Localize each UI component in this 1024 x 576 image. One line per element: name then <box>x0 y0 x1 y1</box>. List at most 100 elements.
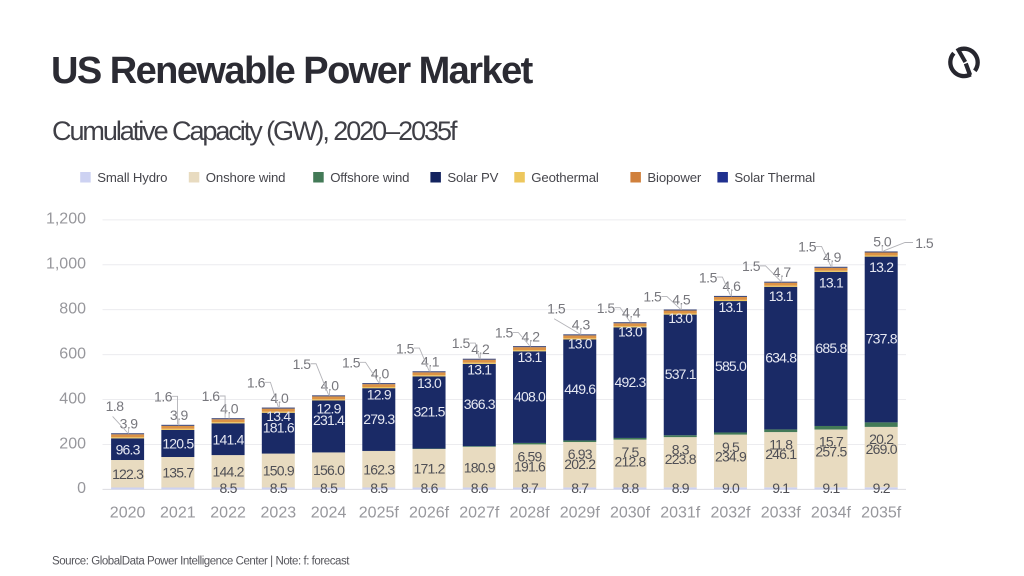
svg-text:9.1: 9.1 <box>822 480 840 496</box>
svg-text:408.0: 408.0 <box>514 388 546 404</box>
svg-text:15.7: 15.7 <box>819 434 844 450</box>
svg-text:12.9: 12.9 <box>367 386 392 402</box>
svg-text:8.9: 8.9 <box>672 480 690 496</box>
svg-text:8.3: 8.3 <box>672 441 690 457</box>
svg-text:2033f: 2033f <box>761 504 802 521</box>
svg-text:200: 200 <box>59 435 86 452</box>
svg-text:9.2: 9.2 <box>873 480 891 496</box>
svg-text:366.3: 366.3 <box>464 396 496 412</box>
svg-text:1.6: 1.6 <box>154 389 173 405</box>
svg-text:5.0: 5.0 <box>873 234 892 250</box>
svg-text:1,000: 1,000 <box>46 256 86 273</box>
svg-text:120.5: 120.5 <box>162 436 194 452</box>
svg-text:2031f: 2031f <box>660 504 701 521</box>
svg-text:1.5: 1.5 <box>396 340 415 356</box>
svg-text:1.5: 1.5 <box>342 355 361 371</box>
svg-text:2023: 2023 <box>261 504 297 521</box>
svg-text:122.3: 122.3 <box>112 466 144 482</box>
svg-text:181.6: 181.6 <box>263 419 295 435</box>
svg-text:2030f: 2030f <box>610 504 651 521</box>
svg-text:231.4: 231.4 <box>313 412 345 428</box>
svg-text:13.0: 13.0 <box>618 323 643 339</box>
svg-text:685.8: 685.8 <box>815 340 847 356</box>
svg-text:4.5: 4.5 <box>672 292 691 308</box>
svg-text:269.0: 269.0 <box>866 441 898 457</box>
svg-text:Solar PV: Solar PV <box>447 170 498 185</box>
svg-text:13.4: 13.4 <box>266 408 291 424</box>
svg-text:191.6: 191.6 <box>514 458 546 474</box>
svg-text:8.5: 8.5 <box>270 480 288 496</box>
svg-text:537.1: 537.1 <box>665 366 697 382</box>
svg-text:13.2: 13.2 <box>869 259 894 275</box>
svg-text:1,200: 1,200 <box>46 211 86 228</box>
svg-text:1.5: 1.5 <box>699 269 718 285</box>
svg-text:2026f: 2026f <box>409 504 450 521</box>
svg-text:0: 0 <box>77 480 86 497</box>
svg-text:20.2: 20.2 <box>869 431 894 447</box>
svg-text:Biopower: Biopower <box>647 170 702 185</box>
svg-text:8.5: 8.5 <box>220 480 238 496</box>
svg-text:257.5: 257.5 <box>815 444 847 460</box>
svg-text:4.6: 4.6 <box>722 278 741 294</box>
svg-text:9.1: 9.1 <box>772 480 790 496</box>
svg-text:2032f: 2032f <box>710 504 751 521</box>
svg-text:2028f: 2028f <box>509 504 550 521</box>
svg-text:Source: GlobalData Power Intel: Source: GlobalData Power Intelligence Ce… <box>52 556 350 568</box>
svg-text:162.3: 162.3 <box>363 461 395 477</box>
svg-text:737.8: 737.8 <box>866 331 898 347</box>
svg-text:135.7: 135.7 <box>162 464 194 480</box>
svg-text:13.1: 13.1 <box>769 288 794 304</box>
svg-text:1.5: 1.5 <box>798 239 817 255</box>
svg-text:3.9: 3.9 <box>120 415 139 431</box>
svg-text:2029f: 2029f <box>560 504 601 521</box>
svg-text:12.9: 12.9 <box>317 401 342 417</box>
svg-text:4.0: 4.0 <box>270 390 289 406</box>
svg-text:8.5: 8.5 <box>370 480 388 496</box>
svg-text:8.8: 8.8 <box>621 480 639 496</box>
svg-text:1.8: 1.8 <box>106 398 125 414</box>
svg-text:2021: 2021 <box>160 504 196 521</box>
svg-text:1.5: 1.5 <box>742 258 761 274</box>
svg-text:212.8: 212.8 <box>614 454 646 470</box>
svg-text:8.6: 8.6 <box>421 480 439 496</box>
svg-text:13.1: 13.1 <box>819 274 844 290</box>
svg-text:223.8: 223.8 <box>665 451 697 467</box>
svg-text:8.7: 8.7 <box>521 480 539 496</box>
svg-text:Cumulative Capacity (GW), 2020: Cumulative Capacity (GW), 2020–2035f <box>52 116 458 146</box>
svg-text:9.0: 9.0 <box>722 480 740 496</box>
svg-text:1.5: 1.5 <box>452 335 471 351</box>
svg-text:9.5: 9.5 <box>722 439 740 455</box>
svg-text:2020: 2020 <box>110 504 146 521</box>
svg-text:13.1: 13.1 <box>517 349 542 365</box>
svg-text:1.6: 1.6 <box>202 388 221 404</box>
svg-text:Geothermal: Geothermal <box>531 170 599 185</box>
svg-text:7.5: 7.5 <box>621 444 639 460</box>
svg-text:6.59: 6.59 <box>517 449 542 465</box>
svg-text:1.5: 1.5 <box>293 356 312 372</box>
svg-text:4.1: 4.1 <box>421 353 440 369</box>
svg-text:2035f: 2035f <box>861 504 902 521</box>
svg-text:634.8: 634.8 <box>765 349 797 365</box>
svg-text:1.5: 1.5 <box>915 235 934 251</box>
svg-text:Onshore wind: Onshore wind <box>206 170 286 185</box>
svg-text:6.93: 6.93 <box>568 446 593 462</box>
svg-text:13.1: 13.1 <box>718 299 743 315</box>
svg-text:8.7: 8.7 <box>571 480 589 496</box>
svg-text:2024: 2024 <box>311 504 347 521</box>
svg-text:4.3: 4.3 <box>572 317 591 333</box>
svg-text:144.2: 144.2 <box>213 463 245 479</box>
svg-text:Solar Thermal: Solar Thermal <box>734 170 815 185</box>
svg-text:11.8: 11.8 <box>769 436 793 452</box>
svg-text:2027f: 2027f <box>459 504 500 521</box>
svg-text:800: 800 <box>59 300 86 317</box>
svg-text:13.0: 13.0 <box>668 310 693 326</box>
svg-text:13.0: 13.0 <box>417 375 442 391</box>
svg-text:234.9: 234.9 <box>715 449 747 465</box>
svg-text:141.4: 141.4 <box>213 431 245 447</box>
svg-text:8.5: 8.5 <box>320 480 338 496</box>
svg-text:Small Hydro: Small Hydro <box>97 170 167 185</box>
svg-text:96.3: 96.3 <box>116 441 141 457</box>
svg-text:1.5: 1.5 <box>495 325 514 341</box>
svg-text:600: 600 <box>59 345 86 362</box>
svg-text:1.5: 1.5 <box>547 300 566 316</box>
